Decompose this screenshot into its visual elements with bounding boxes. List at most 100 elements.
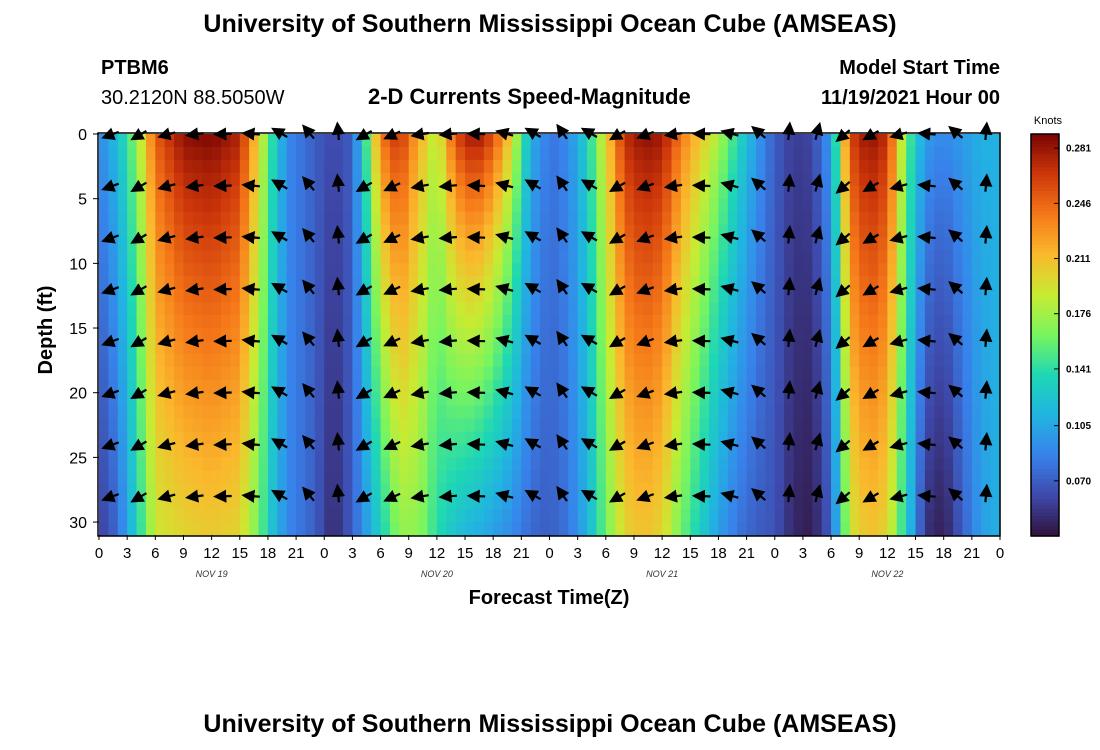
heatmap-cell [474,198,485,213]
heatmap-cell [511,366,522,381]
heatmap-cell [840,483,851,497]
heatmap-cell [202,302,213,316]
heatmap-cell [324,405,335,420]
heatmap-cell [746,237,757,252]
colorbar-segment [1031,251,1059,256]
heatmap-cell [511,134,522,148]
heatmap-cell [155,379,166,394]
heatmap-cell [746,483,757,497]
heatmap-cell [399,263,410,277]
x-tick-label: 15 [231,545,248,562]
current-vector-arrow [101,438,120,451]
heatmap-cell [277,315,288,329]
heatmap-cell [633,185,644,200]
heatmap-cell [361,340,372,355]
heatmap-cell [755,470,766,484]
heatmap-cell [934,405,945,420]
heatmap-cell [615,328,626,342]
heatmap-cell [784,496,795,510]
heatmap-cell [371,263,382,277]
heatmap-cell [652,366,663,381]
heatmap-cell [371,379,382,394]
heatmap-cell [699,340,710,355]
heatmap-cell [277,340,288,355]
heatmap-cell [605,146,616,161]
heatmap-cell [924,289,935,303]
heatmap-cell [868,509,879,523]
heatmap-cell [887,276,898,290]
heatmap-cell [924,146,935,161]
current-vector-arrow [556,330,570,347]
heatmap-cell [943,379,954,394]
heatmap-cell [699,496,710,510]
current-vector-arrow [835,180,851,194]
heatmap-cell [840,250,851,264]
heatmap-cell [643,405,654,420]
heatmap-cell [615,172,626,187]
heatmap-cell [652,146,663,161]
heatmap-cell [267,392,278,407]
current-vector-arrow [241,282,260,296]
heatmap-cell [971,276,982,290]
heatmap-cell [521,340,532,355]
heatmap-cell [662,250,673,264]
heatmap-cell [277,509,288,523]
heatmap-cell [868,237,879,252]
heatmap-cell [802,198,813,213]
heatmap-cell [943,198,954,213]
heatmap-cell [831,276,842,290]
heatmap-cell [896,509,907,523]
heatmap-cell [530,418,541,433]
page-title: University of Southern Mississippi Ocean… [203,10,897,38]
heatmap-cell [136,146,147,161]
heatmap-cell [924,340,935,355]
heatmap-cell [455,172,466,187]
heatmap-cell [540,392,551,407]
heatmap-cell [774,237,785,252]
heatmap-cell [202,198,213,213]
heatmap-cell [117,496,128,510]
heatmap-cell [755,496,766,510]
heatmap-cell [709,392,720,407]
heatmap-cell [380,353,391,368]
heatmap-cell [380,470,391,484]
heatmap-cell [990,237,1001,252]
heatmap-cell [389,509,400,523]
heatmap-cell [709,379,720,394]
heatmap-cell [896,522,907,536]
heatmap-cell [943,470,954,484]
heatmap-cell [896,470,907,484]
heatmap-cell [596,483,607,497]
heatmap-cell [709,522,720,536]
heatmap-cell [859,431,870,446]
heatmap-cell [605,289,616,303]
heatmap-cell [887,315,898,329]
heatmap-cell [324,276,335,290]
heatmap-cell [352,457,363,471]
heatmap-cell [540,315,551,329]
heatmap-cell [690,509,701,523]
heatmap-cell [934,328,945,342]
heatmap-cell [953,522,964,536]
heatmap-cell [615,483,626,497]
heatmap-cell [446,250,457,264]
current-vector-arrow [130,231,147,244]
heatmap-cell [587,185,598,200]
heatmap-cell [558,366,569,381]
heatmap-cell [568,198,579,213]
heatmap-cell [117,198,128,213]
heatmap-cell [183,263,194,277]
heatmap-cell [192,289,203,303]
heatmap-cell [380,379,391,394]
colorbar-segment [1031,237,1059,242]
heatmap-cell [831,418,842,433]
heatmap-cell [202,418,213,433]
heatmap-cell [587,405,598,420]
colorbar-segment [1031,231,1059,236]
heatmap-cell [511,328,522,342]
heatmap-cell [859,392,870,407]
heatmap-cell [483,159,494,174]
heatmap-cell [455,198,466,213]
heatmap-cell [859,250,870,264]
heatmap-cell [887,509,898,523]
